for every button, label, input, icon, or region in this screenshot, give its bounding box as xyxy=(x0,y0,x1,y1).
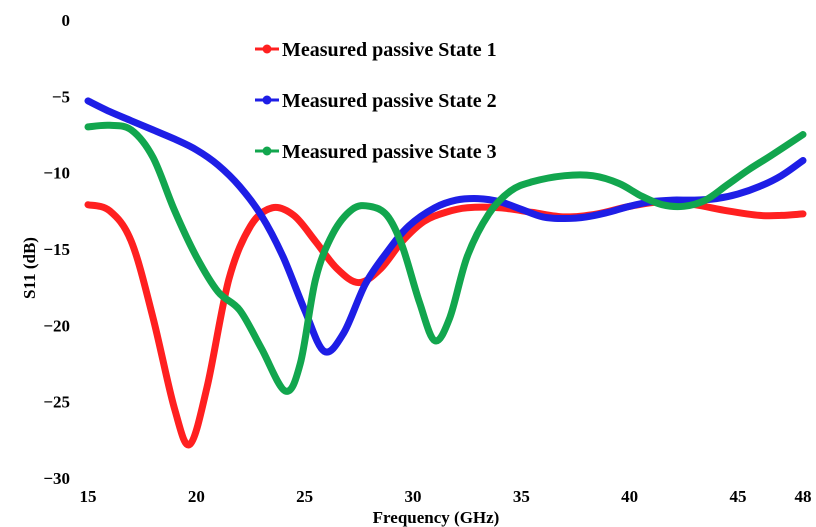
x-tick-label: 30 xyxy=(405,487,422,506)
y-tick-label: −30 xyxy=(43,469,70,488)
x-axis-tick-labels: 15 20 25 30 35 40 45 48 xyxy=(80,487,812,506)
x-tick-label: 48 xyxy=(795,487,812,506)
y-axis-tick-labels: 0 −5 −10 −15 −20 −25 −30 xyxy=(43,11,70,488)
y-tick-label: −25 xyxy=(43,393,70,412)
legend: Measured passive State 1 Measured passive… xyxy=(255,39,497,163)
series-line-state-2 xyxy=(84,97,807,356)
x-tick-label: 20 xyxy=(188,487,205,506)
y-tick-label: −10 xyxy=(43,164,70,183)
legend-label: Measured passive State 3 xyxy=(282,141,497,163)
y-tick-label: 0 xyxy=(62,11,71,30)
legend-marker xyxy=(262,44,272,54)
y-tick-label: −5 xyxy=(52,87,70,106)
legend-label: Measured passive State 1 xyxy=(282,39,497,61)
series-lines xyxy=(84,97,807,449)
y-tick-label: −15 xyxy=(43,240,70,259)
x-axis-title: Frequency (GHz) xyxy=(373,508,500,527)
legend-item-state-3: Measured passive State 3 xyxy=(255,141,497,163)
x-tick-label: 25 xyxy=(296,487,313,506)
legend-label: Measured passive State 2 xyxy=(282,90,497,112)
legend-marker xyxy=(262,146,272,156)
x-tick-label: 15 xyxy=(80,487,97,506)
x-tick-label: 35 xyxy=(513,487,530,506)
series-line-state-3 xyxy=(84,121,807,395)
y-tick-label: −20 xyxy=(43,316,70,335)
legend-marker xyxy=(262,95,272,105)
x-tick-label: 40 xyxy=(621,487,638,506)
legend-item-state-2: Measured passive State 2 xyxy=(255,90,497,112)
x-tick-label: 45 xyxy=(730,487,747,506)
y-axis-title: S11 (dB) xyxy=(20,237,39,299)
legend-item-state-1: Measured passive State 1 xyxy=(255,39,497,61)
